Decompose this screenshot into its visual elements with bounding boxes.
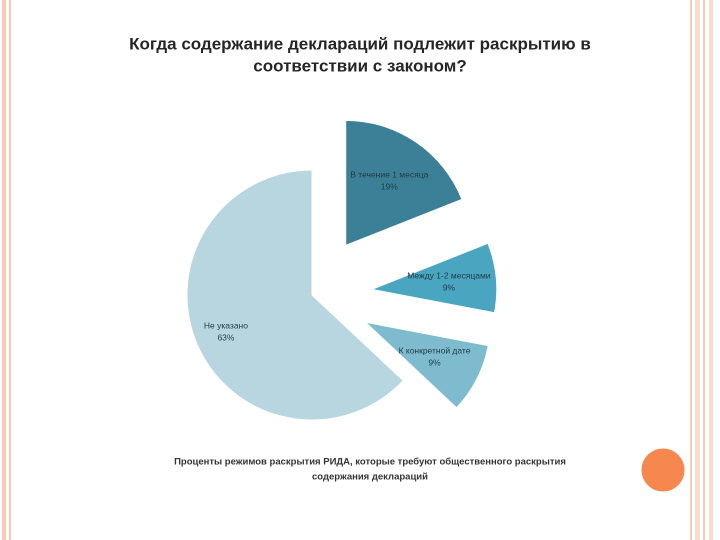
pie: В течение 1 месяца 19% Между 1-2 месяцами 9… (186, 119, 498, 421)
chart-title: Когда содержание деклараций подлежит рас… (129, 34, 591, 53)
pie-slice (363, 321, 489, 409)
decor-circle (638, 445, 688, 495)
right-stripe (709, 0, 713, 540)
slice-category-label: Не указано (204, 320, 248, 330)
chart-caption: Проценты режимов раскрытия РИДА, которые… (174, 457, 566, 468)
slice-value-label: 9% (428, 358, 441, 368)
right-stripe (690, 0, 692, 540)
left-stripe (2, 0, 6, 540)
chart-caption: содержания деклараций (312, 472, 428, 483)
slice-value-label: 63% (217, 332, 234, 342)
right-stripe (703, 0, 705, 540)
right-stripe (695, 0, 700, 540)
left-stripe (9, 0, 11, 540)
slice-value-label: 19% (381, 182, 398, 192)
slice-category-label: В течение 1 месяца (350, 170, 428, 180)
pie-slice (186, 169, 404, 421)
chart-title: соответствии с законом? (253, 56, 466, 75)
slice-value-label: 9% (443, 282, 456, 292)
pie-slice (369, 242, 498, 314)
slice-category-label: Между 1-2 месяцами (407, 270, 491, 280)
slice-category-label: К конкретной дате (399, 346, 471, 356)
pie-slice (345, 119, 463, 247)
